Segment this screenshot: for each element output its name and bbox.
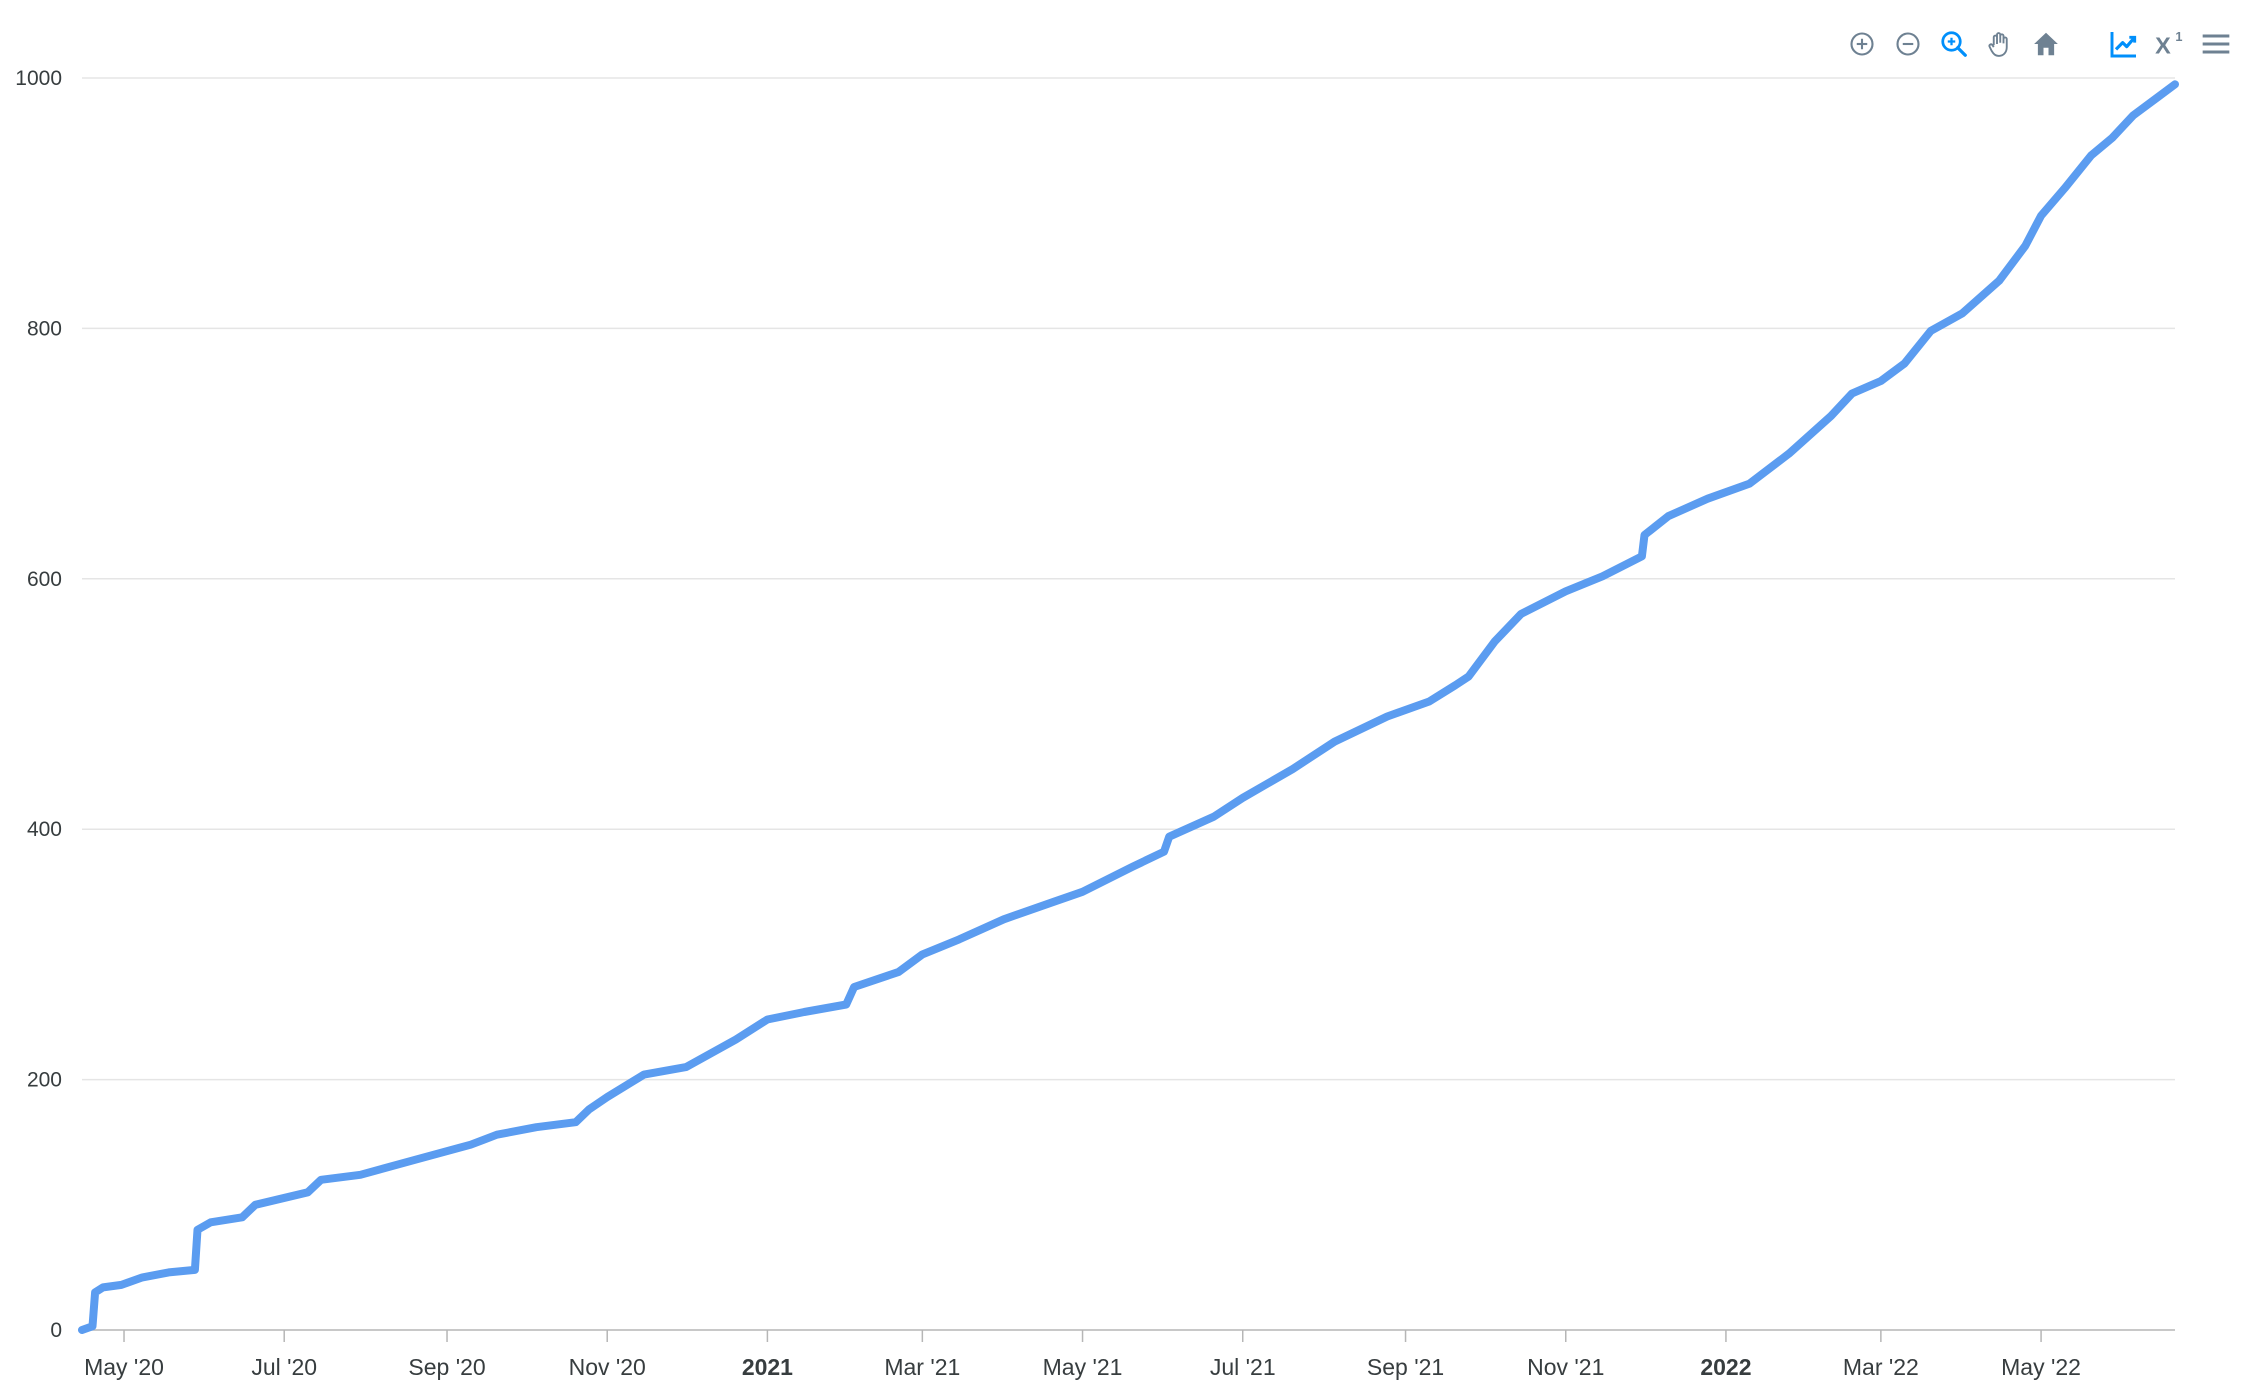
zoom-in-icon [1850, 32, 1874, 56]
log-scale-button[interactable]: X 1 [2154, 28, 2186, 60]
x-tick-label: Mar '21 [884, 1354, 960, 1380]
y-tick-label: 400 [27, 818, 62, 841]
x-tick-label: Nov '21 [1527, 1354, 1604, 1380]
log-scale-superscript: 1 [2175, 29, 2182, 44]
y-tick-label: 800 [27, 317, 62, 340]
x-tick-label: 2021 [742, 1354, 793, 1380]
zoom-in-button[interactable] [1846, 28, 1878, 60]
menu-icon [2202, 34, 2230, 54]
log-scale-label: X [2155, 33, 2171, 59]
reset-home-icon [2034, 32, 2058, 56]
y-tick-label: 0 [50, 1319, 62, 1342]
grid-lines [82, 77, 2175, 1081]
x-tick-label: Sep '21 [1367, 1354, 1444, 1380]
y-tick-label: 1000 [15, 67, 62, 90]
log-scale-icon: X 1 [2155, 29, 2182, 59]
pan-icon [1988, 32, 2008, 57]
chart-type-button[interactable] [2108, 28, 2140, 60]
chart-type-icon [2110, 32, 2137, 58]
series-layer [78, 80, 2179, 1334]
zoom-out-icon [1896, 32, 1920, 56]
x-tick-label: May '22 [2001, 1354, 2081, 1380]
menu-button[interactable] [2200, 28, 2232, 60]
x-tick-label: 2022 [1700, 1354, 1751, 1380]
chart-toolbar: X 1 [1846, 22, 2232, 66]
x-tick-label: May '20 [84, 1354, 164, 1380]
x-tick-label: Mar '22 [1843, 1354, 1919, 1380]
x-axis: May '20 Jul '20 Sep '20 Nov '20 2021 Mar '21 M… [82, 1329, 2175, 1380]
zoom-out-button[interactable] [1892, 28, 1924, 60]
x-tick-label: Nov '20 [569, 1354, 646, 1380]
y-tick-label: 200 [27, 1069, 62, 1092]
series-line [78, 80, 2179, 1334]
x-tick-label: Jul '21 [1210, 1354, 1276, 1380]
y-tick-label: 600 [27, 568, 62, 591]
x-tick-label: Sep '20 [408, 1354, 485, 1380]
selection-zoom-button[interactable] [1938, 28, 1970, 60]
pan-button[interactable] [1984, 28, 2016, 60]
selection-zoom-icon [1941, 31, 1967, 57]
y-axis-ticks: 0 200 400 600 800 1000 [15, 67, 62, 1342]
x-tick-label: May '21 [1043, 1354, 1123, 1380]
reset-zoom-button[interactable] [2030, 28, 2062, 60]
x-tick-label: Jul '20 [251, 1354, 317, 1380]
